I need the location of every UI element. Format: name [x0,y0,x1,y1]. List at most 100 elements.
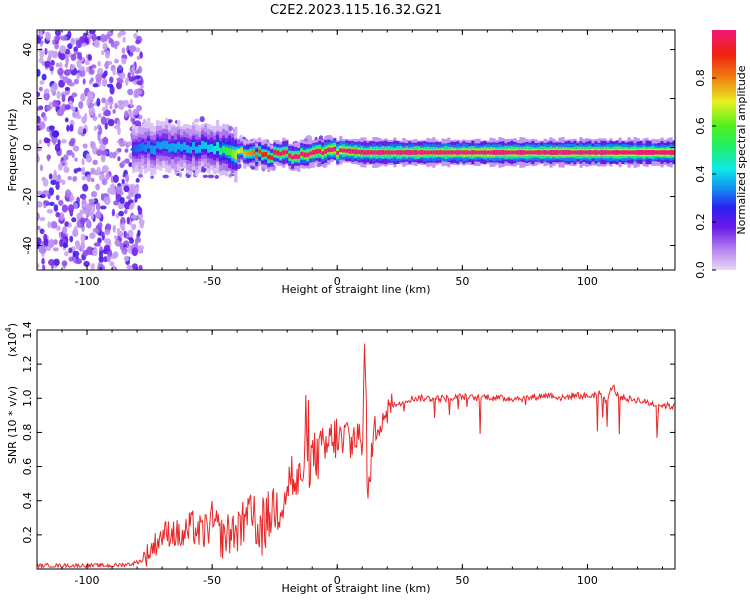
spectrogram-ridge-cell [669,150,673,155]
spectrogram-noise-cell [101,165,109,174]
spectrogram-ridge-cell [264,152,268,157]
spectrogram-noise-cell [61,94,66,103]
spectrogram-noise-cell [45,105,51,111]
spectrogram-noise-cell [53,169,57,177]
spectrogram-noise-cell [38,244,45,254]
spectrogram-ridge-cell [534,150,538,155]
spectrogram-ridge-cell [411,150,415,155]
spectrogram-ridge-cell [660,150,664,155]
spectrogram-noise-cell [97,67,104,76]
spectrogram-ridge-cell [414,149,418,155]
spectrogram-ridge-cell [279,151,283,156]
spectrogram-noise-cell [81,158,85,166]
snr-frame [36,329,676,570]
spectrogram-ridge-cell [219,147,223,155]
spectrogram-noise-cell [53,204,59,212]
spectrogram-noise-cell [39,164,44,172]
spectrogram-ridge-cell [510,150,514,155]
spectrogram-noise-cell [45,32,51,41]
spectrogram-ridge-cell [303,152,307,158]
spectrogram-noise-cell [37,142,40,148]
spectrogram-ridge-cell [207,144,211,153]
spectrogram-noise-cell [55,62,60,68]
spectrogram-ridge-cell [498,150,502,155]
spectrogram-ridge-cell [417,150,421,155]
spectrogram-ridge-cell [351,149,355,154]
spectrogram-ridge-cell [150,145,154,154]
spectrogram-noise-cell [85,153,91,162]
spectrogram-ridge-cell [546,150,550,155]
x-tick-label: -50 [203,574,221,587]
spectrogram-ridge-cell [657,150,661,155]
colorbar-ticks: 0.0 0.2 0.4 0.6 0.8 [694,69,716,279]
spectrogram-ridge-cell [402,150,406,155]
spectrogram-noise-cell [46,209,54,214]
spectrogram-ridge-cell [282,150,286,155]
spectrogram-noise-cell [131,263,138,270]
spectrogram-noise-cell [113,235,118,240]
spectrogram-noise-cell [95,73,103,83]
spectrogram-ridge-cell [237,149,241,154]
spectrogram-noise-cell [44,60,51,68]
spectrogram-noise-cell [107,83,114,88]
x-tick-label: 0 [334,275,341,288]
y-tick-label: 0 [21,144,34,151]
spectrogram-ridge-cell [474,150,478,155]
spectrogram-noise-cell [65,189,72,198]
spectrogram-noise-cell [124,148,129,153]
spectrogram-noise-cell [128,204,134,210]
spectrogram-noise-cell [97,61,101,67]
spectrogram-ridge-cell [138,143,142,152]
snr-plot-area [37,330,675,569]
spectrogram-noise-cell [121,178,125,185]
spectrogram-ridge-cell [153,145,157,155]
spectrogram-noise-cell [121,57,127,65]
spectrogram-noise-cell [71,217,77,223]
x-tick-label: 50 [455,275,469,288]
spectrogram-ridge-cell [339,148,343,153]
spectrogram-noise-cell [134,193,142,199]
spectrogram-ridge-cell [627,150,631,155]
spectrogram-noise-cell [69,124,74,132]
colorbar-tick-label: 0.4 [694,165,707,183]
spectrogram-noise-cell [114,43,118,50]
spectrogram-noise-cell [81,42,87,47]
spectrogram-ridge-cell [192,142,196,150]
spectrogram-fringe-cell [194,118,200,123]
spectrogram-noise-cell [70,106,76,111]
spectrogram-ridge-cell [393,150,397,155]
spectrogram-noise-cell [109,76,114,84]
spectrogram-ridge-cell [441,150,445,155]
spectrogram-ridge-cell [366,150,370,155]
spectrogram-ridge-cell [672,150,675,155]
spectrogram-ridge-cell [447,150,451,155]
spectrogram-noise-cell [127,88,134,96]
spectrogram-noise-cell [102,136,109,145]
spectrogram-fringe-cell [202,174,209,178]
spectrogram-ridge-cell [621,150,625,155]
spectrogram-noise-cell [54,35,61,42]
spectrogram-noise-cell [93,125,98,132]
spectrogram-noise-cell [92,159,98,165]
spectrogram-noise-cell [83,36,89,43]
spectrogram-noise-cell [41,73,47,81]
y-tick-label: -20 [21,188,34,206]
spectrogram-noise-cell [134,238,139,245]
spectrogram-x-ticks: -100 -50 0 50 100 [36,30,663,288]
spectrogram-ridge-cell [492,150,496,155]
spectrogram-noise-cell [52,247,59,252]
spectrogram-noise-cell [73,168,79,174]
spectrogram-noise-cell [107,118,115,127]
spectrogram-ridge-cell [591,150,595,155]
spectrogram-ridge-cell [240,148,244,153]
spectrogram-noise-cell [64,86,70,91]
spectrogram-noise-cell [82,183,89,192]
spectrogram-noise-cell [86,218,91,226]
spectrogram-noise-cell [68,82,75,87]
spectrogram-ridge-cell [666,150,670,155]
spectrogram-noise-cell [125,77,129,86]
spectrogram-noise-cell [104,50,110,59]
spectrogram-noise-cell [128,162,133,168]
spectrogram-noise-cell [55,194,60,201]
spectrogram-noise-cell [39,30,43,37]
